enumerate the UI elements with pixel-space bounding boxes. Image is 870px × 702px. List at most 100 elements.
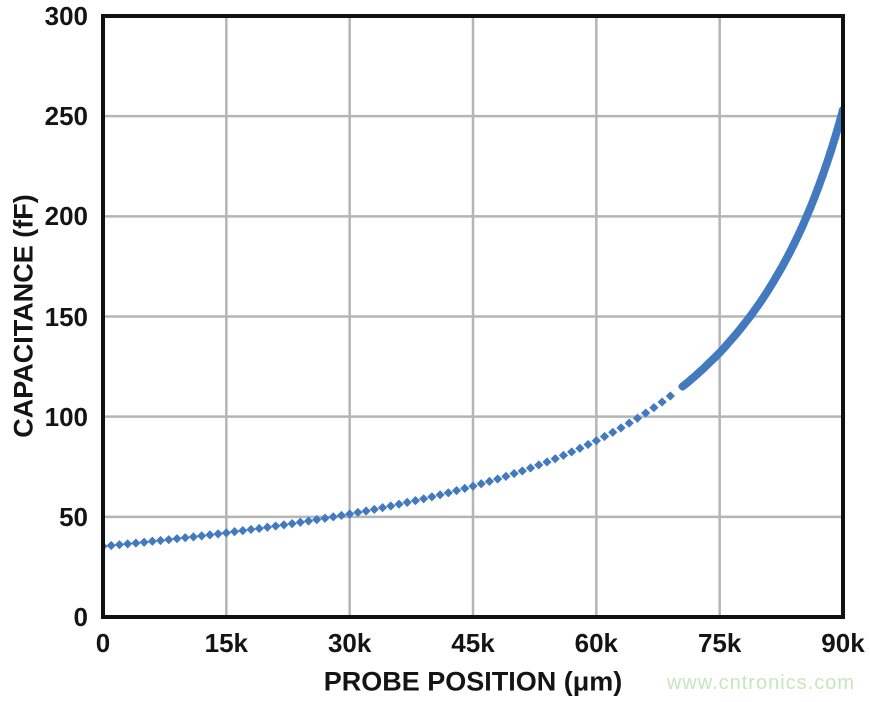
y-tick-label: 0 — [73, 602, 88, 632]
data-point-diamond — [402, 497, 412, 508]
y-tick-label: 50 — [59, 501, 88, 532]
data-point-diamond — [197, 531, 207, 541]
data-point-diamond — [460, 483, 470, 493]
data-point-diamond — [739, 319, 749, 329]
data-point-diamond — [534, 460, 544, 470]
data-point-diamond — [386, 501, 396, 511]
y-tick-label: 100 — [44, 401, 88, 432]
data-point-diamond — [772, 270, 782, 280]
data-point-diamond — [525, 463, 536, 473]
data-point-diamond — [723, 338, 733, 349]
data-point-diamond — [435, 490, 445, 500]
data-point-diamond — [369, 504, 379, 515]
data-point-diamond — [320, 513, 330, 523]
data-point-diamond — [821, 159, 832, 169]
data-point-diamond — [180, 533, 190, 543]
y-tick-label: 150 — [44, 301, 88, 332]
data-point-diamond — [817, 171, 828, 181]
data-point-diamond — [493, 474, 503, 484]
data-point-diamond — [743, 314, 754, 324]
x-tick-label: 75k — [697, 628, 742, 658]
data-point-diamond — [682, 378, 692, 388]
data-point-diamond — [188, 532, 199, 542]
data-point-diamond — [801, 213, 811, 223]
data-point-diamond — [394, 499, 404, 509]
data-point-diamond — [419, 494, 429, 504]
data-point-diamond — [756, 296, 766, 307]
data-point-diamond — [641, 408, 651, 418]
data-point-diamond — [164, 535, 174, 545]
data-point-diamond — [784, 248, 795, 258]
data-point-diamond — [657, 397, 667, 407]
data-point-diamond — [735, 324, 745, 334]
data-point-diamond — [752, 302, 762, 312]
data-point-diamond — [731, 329, 741, 339]
data-point-diamond — [710, 352, 721, 362]
data-point-diamond — [768, 277, 778, 287]
data-point-diamond — [476, 479, 486, 489]
data-point-diamond — [336, 510, 347, 521]
data-point-diamond — [213, 529, 223, 539]
data-point-diamond — [484, 476, 495, 486]
data-point-diamond — [760, 290, 770, 300]
data-point-diamond — [279, 520, 289, 530]
data-point-diamond — [797, 222, 807, 232]
data-point-diamond — [172, 534, 182, 544]
data-point-diamond — [830, 133, 840, 144]
data-point-diamond — [221, 528, 231, 538]
data-point-diamond — [624, 418, 634, 428]
data-point-diamond — [427, 492, 437, 502]
data-point-diamond — [706, 356, 717, 366]
data-point-diamond — [776, 263, 786, 273]
data-point-diamond — [727, 334, 737, 344]
data-point-diamond — [583, 439, 593, 450]
data-point-diamond — [591, 436, 601, 446]
data-point-diamond — [764, 284, 774, 294]
data-point-diamond — [599, 431, 610, 442]
data-point-diamond — [632, 413, 643, 423]
y-tick-label: 200 — [44, 201, 88, 232]
data-point-diamond — [106, 540, 116, 551]
data-point-diamond — [262, 522, 273, 532]
data-point-diamond — [238, 526, 248, 536]
data-point-diamond — [303, 516, 314, 526]
data-point-diamond — [809, 193, 819, 203]
data-point-diamond — [254, 523, 264, 534]
x-tick-label: 0 — [95, 628, 111, 658]
data-point-diamond — [312, 515, 322, 525]
data-point-diamond — [805, 203, 815, 213]
data-point-diamond — [501, 471, 511, 481]
data-point-diamond — [205, 530, 215, 540]
data-point-diamond — [410, 496, 421, 506]
data-point-diamond — [686, 375, 696, 385]
data-point-diamond — [665, 391, 675, 401]
data-point-diamond — [694, 367, 704, 377]
x-tick-label: 30k — [327, 628, 372, 658]
data-point-diamond — [542, 457, 552, 467]
data-point-diamond — [287, 519, 297, 529]
data-point-diamond — [139, 537, 149, 547]
y-tick-label: 300 — [44, 1, 88, 31]
data-point-diamond — [123, 539, 133, 549]
data-point-diamond — [558, 450, 569, 460]
x-tick-label: 90k — [821, 628, 865, 658]
series-band — [678, 105, 845, 391]
axis-frame — [101, 14, 845, 619]
data-point-diamond — [353, 507, 363, 518]
data-point-diamond — [509, 468, 519, 479]
data-point-diamond — [328, 512, 338, 522]
data-point-diamond — [813, 182, 823, 192]
data-point-diamond — [608, 427, 618, 437]
data-point-diamond — [295, 517, 305, 527]
x-tick-label: 45k — [451, 628, 495, 658]
data-point-diamond — [780, 256, 791, 266]
data-point-diamond — [719, 343, 729, 353]
data-point-diamond — [616, 423, 626, 433]
data-point-diamond — [131, 538, 141, 548]
data-point-diamond — [443, 488, 453, 498]
data-point-diamond — [826, 147, 836, 157]
data-point-diamond — [114, 540, 125, 550]
data-point-diamond — [345, 509, 355, 519]
